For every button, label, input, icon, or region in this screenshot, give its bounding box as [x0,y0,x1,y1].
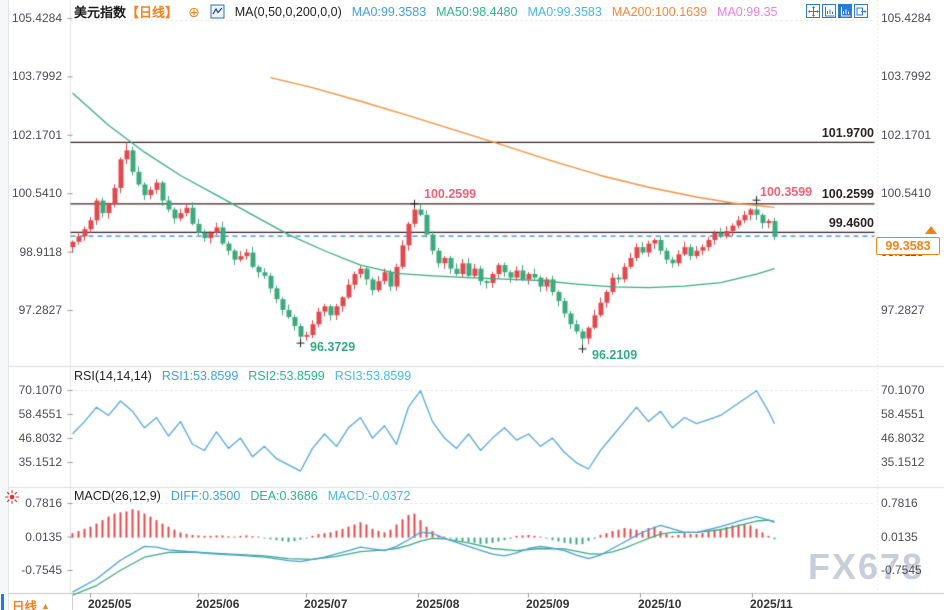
price-up-arrow-icon [925,225,937,234]
rsi-axis-label: 46.8032 [18,430,62,445]
price-panel-header: 美元指数 【日线】 ⊕ MA(0,50,0,200,0,0) MA0:99.358… [74,2,778,21]
annotation-high-100.2599: 100.2599 [424,187,477,201]
macd-axis-label: -0.7545 [881,563,922,577]
period-tab-label: 日线 [12,600,38,610]
zoom-range-icon[interactable] [822,4,836,18]
price-axis-label: 97.2827 [18,303,62,317]
price-axis-label: 102.1701 [881,127,932,142]
ma0c-value: MA0:99.35 [717,4,778,19]
current-price-badge: 99.3583 [876,236,940,255]
chart-toolbar [806,4,868,18]
rsi-axis-label: 58.4551 [18,406,62,421]
watermark: FX678 [808,546,925,587]
ma-formula: MA(0,50,0,200,0,0) [234,4,342,19]
x-axis-month-label: 2025/06 [196,597,240,610]
diff-value: DIFF:0.3500 [170,489,241,503]
price-axis-label: 100.5410 [881,186,932,201]
price-axis-label: 103.7992 [11,69,62,84]
price-axis-label: 105.4284 [881,11,932,25]
x-axis-month-label: 2025/08 [416,597,460,610]
ma0b-value: MA0:99.3583 [527,4,602,19]
price-axis-label: 102.1701 [11,127,62,142]
live-indicator-icon[interactable] [3,488,21,511]
ma0-value: MA0:99.3583 [351,4,427,19]
rsi-formula: RSI(14,14,14) [74,369,152,383]
x-axis-month-label: 2025/11 [750,597,793,610]
price-axis-label: 105.4284 [11,11,62,25]
macd-axis-label: 0.0135 [881,529,918,544]
annotation-high-100.3599: 100.3599 [760,185,813,199]
rsi-axis-label: 46.8032 [881,430,925,445]
annotation-low-96.3729: 96.3729 [310,340,356,354]
reset-view-icon[interactable] [854,4,868,18]
dea-value: DEA:0.3686 [250,489,318,503]
rsi3-value: RSI3:53.8599 [334,369,412,383]
x-axis-month-label: 2025/09 [526,597,570,610]
auto-scale-icon[interactable] [838,4,852,18]
rsi-axis-label: 35.1512 [881,455,925,469]
bottom-bar-divider [72,595,73,610]
rsi-axis-label: 70.1070 [881,383,925,397]
price-line-label-101.97: 101.9700 [821,125,874,140]
circle-plus-icon[interactable]: ⊕ [188,3,200,20]
period-tab-daily[interactable]: 日线 ▲ [12,596,50,610]
chevron-up-icon: ▲ [41,600,50,610]
instrument-title: 美元指数 [74,5,127,20]
macd-axis-label: 0.7816 [881,496,918,510]
annotation-low-96.2109: 96.2109 [592,348,638,362]
ma50-value: MA50:98.4480 [436,4,518,19]
macd-formula: MACD(26,12,9) [74,489,161,503]
rsi-axis-label: 70.1070 [18,383,62,397]
rsi-axis-label: 35.1512 [18,455,62,469]
ma200-value: MA200:100.1639 [611,4,708,19]
macd-axis-label: 0.0135 [25,529,62,544]
pan-icon[interactable] [806,4,820,18]
x-axis-month-label: 2025/07 [304,597,348,610]
chart-type-icon[interactable] [210,4,225,19]
price-axis-label: 103.7992 [881,69,932,84]
rsi-panel-header: RSI(14,14,14) RSI1:53.8599 RSI2:53.8599 … [74,369,411,383]
macd-panel-header: MACD(26,12,9) DIFF:0.3500 DEA:0.3686 MAC… [74,489,410,503]
price-axis-label: 97.2827 [881,303,925,317]
rsi2-value: RSI2:53.8599 [248,369,325,383]
rsi1-value: RSI1:53.8599 [161,369,239,383]
price-line-label-100.2599: 100.2599 [821,187,874,202]
macd-axis-label: -0.7545 [21,563,62,577]
price-line-label-99.46: 99.4600 [828,215,874,230]
price-axis-label: 98.9118 [19,244,63,259]
macd-axis-label: 0.7816 [25,496,62,510]
x-axis-month-label: 2025/10 [638,597,682,610]
price-axis-label: 100.5410 [11,186,62,201]
x-axis-month-label: 2025/05 [88,597,132,610]
rsi-axis-label: 58.4551 [881,406,925,421]
macd-value: MACD:-0.0372 [327,489,411,503]
period-tag: 【日线】 [126,5,179,20]
